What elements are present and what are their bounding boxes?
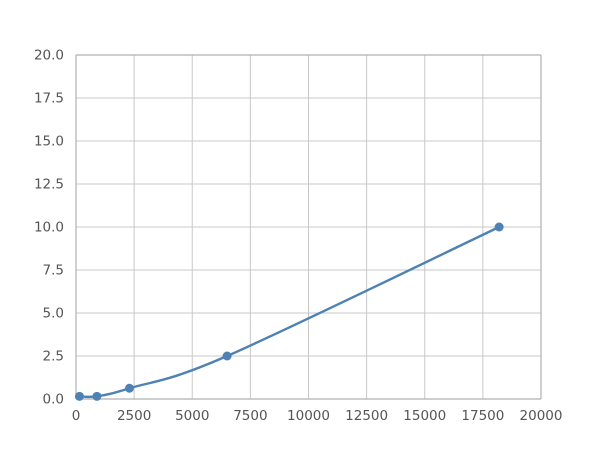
y-axis-tick-label: 5.0 (43, 306, 64, 322)
x-axis-tick-label: 0 (72, 408, 81, 424)
y-axis-tick-label: 12.5 (34, 177, 64, 193)
data-point-marker (92, 391, 102, 401)
x-axis-tick-label: 2500 (117, 408, 151, 424)
y-axis-tick-label: 15.0 (34, 134, 64, 150)
y-axis-tick-label: 10.0 (34, 220, 64, 236)
data-point-marker (494, 222, 504, 232)
data-point-marker (222, 351, 232, 361)
axis-lines (75, 54, 542, 400)
x-axis-tick-label: 17500 (461, 408, 504, 424)
data-point-marker (74, 391, 84, 401)
y-axis-tick-label: 20.0 (34, 48, 64, 64)
x-axis-tick-label: 15000 (403, 408, 446, 424)
x-axis-tick-labels: 0 2500 5000 7500 10000 12500 15000 17500 20000 (72, 408, 563, 424)
y-axis-tick-label: 17.5 (34, 91, 64, 107)
x-axis-tick-label: 20000 (520, 408, 563, 424)
x-axis-tick-label: 5000 (175, 408, 209, 424)
y-axis-tick-label: 2.5 (43, 349, 64, 365)
x-axis-tick-label: 10000 (287, 408, 330, 424)
x-axis-tick-label: 12500 (345, 408, 388, 424)
y-axis-tick-label: 0.0 (43, 392, 64, 408)
y-axis-tick-label: 7.5 (43, 263, 64, 279)
data-point-marker (124, 383, 134, 393)
x-axis-tick-label: 7500 (233, 408, 267, 424)
data-series-layer (74, 222, 504, 401)
y-axis-tick-labels: 0.0 2.5 5.0 7.5 10.0 12.5 15.0 17.5 20.0 (34, 48, 64, 408)
